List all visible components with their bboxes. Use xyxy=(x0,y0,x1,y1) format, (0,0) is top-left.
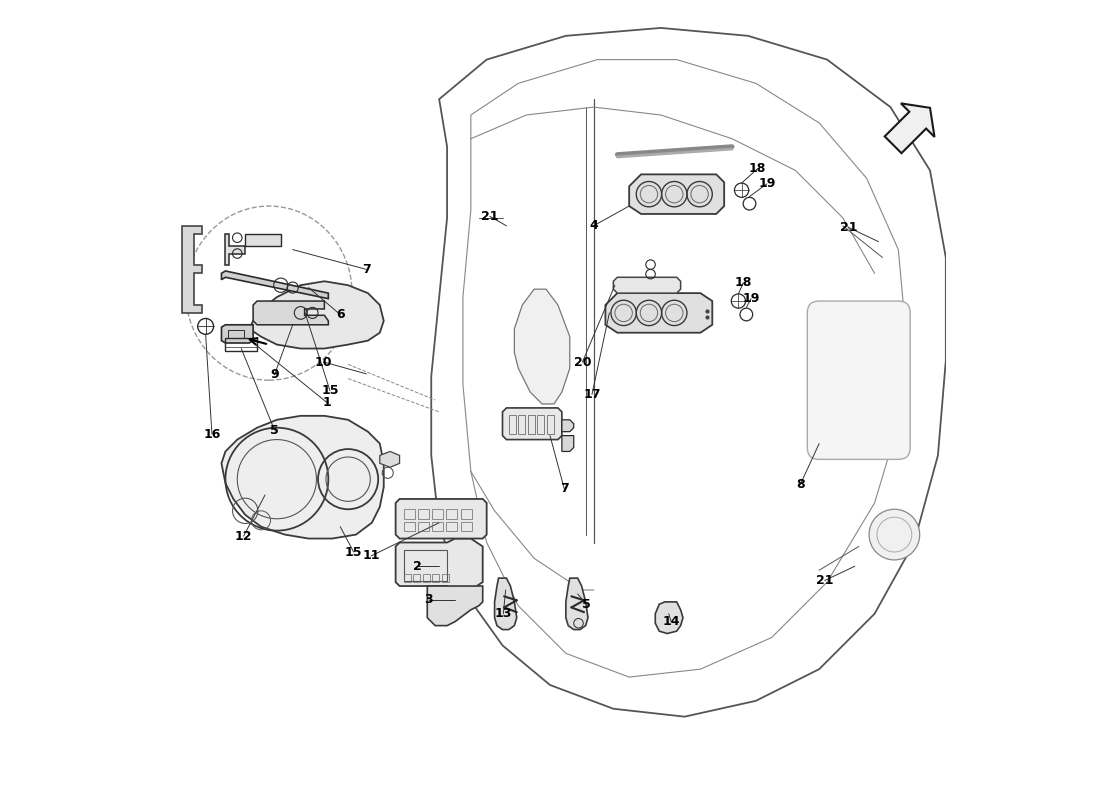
Polygon shape xyxy=(221,271,328,298)
Polygon shape xyxy=(250,282,384,349)
Text: 9: 9 xyxy=(271,368,278,381)
Text: 8: 8 xyxy=(796,478,804,491)
Polygon shape xyxy=(562,436,574,451)
Polygon shape xyxy=(396,499,486,538)
Text: 19: 19 xyxy=(758,178,776,190)
Polygon shape xyxy=(182,226,201,313)
Polygon shape xyxy=(226,234,245,266)
Text: 15: 15 xyxy=(321,384,339,397)
Polygon shape xyxy=(379,451,399,467)
Text: 10: 10 xyxy=(315,355,332,369)
Circle shape xyxy=(869,510,920,560)
Polygon shape xyxy=(245,234,280,246)
Text: 15: 15 xyxy=(345,546,362,558)
Polygon shape xyxy=(656,602,683,634)
Text: 14: 14 xyxy=(662,615,680,628)
Text: 11: 11 xyxy=(362,550,380,562)
Text: 12: 12 xyxy=(235,530,252,542)
Polygon shape xyxy=(884,103,935,153)
Text: 4: 4 xyxy=(590,219,598,232)
Text: 17: 17 xyxy=(583,388,601,401)
Text: 21: 21 xyxy=(481,210,498,223)
Polygon shape xyxy=(495,578,517,630)
Polygon shape xyxy=(565,578,588,630)
Text: 18: 18 xyxy=(735,276,752,290)
Text: 19: 19 xyxy=(742,292,760,305)
Text: 16: 16 xyxy=(204,427,221,441)
Text: 2: 2 xyxy=(412,560,421,573)
Text: 3: 3 xyxy=(425,593,433,606)
Polygon shape xyxy=(427,586,483,626)
Polygon shape xyxy=(629,174,724,214)
Text: 7: 7 xyxy=(362,263,371,276)
Text: 20: 20 xyxy=(574,355,591,369)
Polygon shape xyxy=(515,289,570,404)
Text: 6: 6 xyxy=(336,308,344,321)
Polygon shape xyxy=(396,538,483,590)
Text: 5: 5 xyxy=(582,598,591,610)
Polygon shape xyxy=(253,301,328,325)
Text: 1: 1 xyxy=(322,396,331,409)
Polygon shape xyxy=(221,416,384,538)
Text: 5: 5 xyxy=(271,423,279,437)
Polygon shape xyxy=(562,420,574,432)
Polygon shape xyxy=(221,325,253,343)
Polygon shape xyxy=(503,408,562,439)
Polygon shape xyxy=(614,278,681,293)
FancyBboxPatch shape xyxy=(807,301,910,459)
Text: 13: 13 xyxy=(495,607,512,620)
Text: 7: 7 xyxy=(560,482,569,495)
Text: 18: 18 xyxy=(749,162,766,175)
Polygon shape xyxy=(605,293,713,333)
Text: 21: 21 xyxy=(816,574,834,587)
Text: 21: 21 xyxy=(839,221,857,234)
